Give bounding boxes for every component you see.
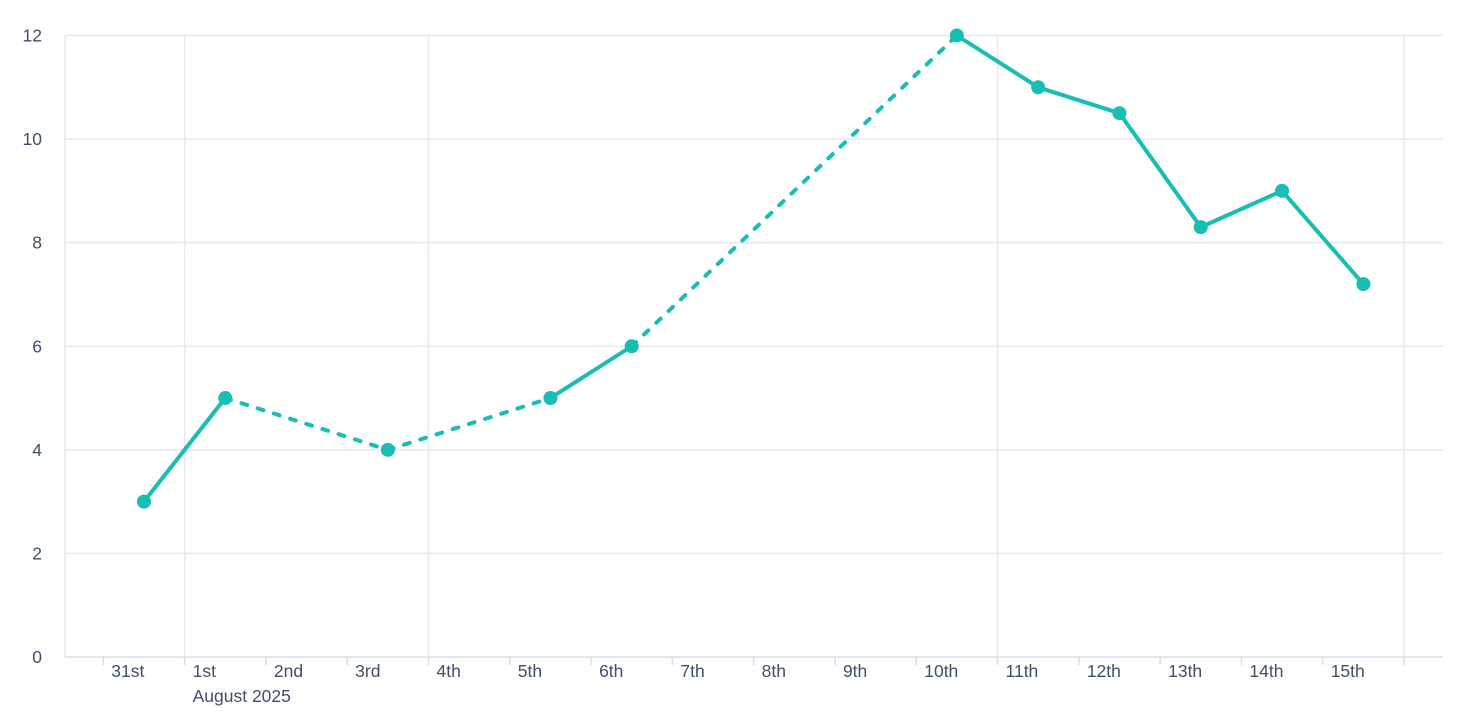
x-tick-label: 9th bbox=[843, 661, 867, 681]
data-point[interactable] bbox=[1031, 80, 1046, 95]
x-tick-label: 31st bbox=[111, 661, 144, 681]
x-tick-label: 3rd bbox=[355, 661, 380, 681]
y-tick-label: 12 bbox=[23, 26, 42, 46]
line-segment-dashed bbox=[629, 33, 959, 349]
x-tick-label: 11th bbox=[1006, 661, 1039, 681]
data-point[interactable] bbox=[949, 28, 964, 43]
data-point[interactable] bbox=[543, 391, 558, 406]
x-tick-label: 5th bbox=[518, 661, 542, 681]
x-tick-label: 6th bbox=[599, 661, 623, 681]
y-tick-label: 2 bbox=[32, 543, 42, 563]
data-point[interactable] bbox=[1112, 106, 1127, 121]
y-tick-label: 10 bbox=[23, 129, 43, 149]
data-point[interactable] bbox=[1193, 220, 1208, 235]
line-segment-dashed bbox=[223, 396, 390, 452]
data-point[interactable] bbox=[624, 339, 639, 354]
x-tick-label: 10th bbox=[924, 661, 958, 681]
y-tick-label: 4 bbox=[32, 440, 42, 460]
x-tick-label: 4th bbox=[436, 661, 460, 681]
x-tick-label: 12th bbox=[1087, 661, 1121, 681]
data-point[interactable] bbox=[136, 494, 151, 509]
y-tick-label: 8 bbox=[32, 233, 42, 253]
line-segment-solid bbox=[1117, 111, 1203, 230]
y-tick-label: 6 bbox=[32, 336, 42, 356]
x-tick-label: 1st bbox=[193, 661, 216, 681]
y-tick-label: 0 bbox=[32, 647, 42, 667]
line-segment-solid bbox=[1198, 188, 1285, 230]
data-point[interactable] bbox=[218, 391, 233, 406]
line-segment-solid bbox=[1036, 85, 1122, 116]
line-segment-solid bbox=[954, 33, 1041, 90]
line-segment-solid bbox=[1280, 188, 1366, 287]
x-tick-label: 14th bbox=[1249, 661, 1283, 681]
data-point[interactable] bbox=[380, 442, 395, 457]
x-tick-label: 15th bbox=[1331, 661, 1365, 681]
x-tick-label: 2nd bbox=[274, 661, 303, 681]
line-segment-solid bbox=[141, 396, 228, 504]
line-segment-solid bbox=[548, 344, 634, 401]
x-tick-label: 8th bbox=[762, 661, 786, 681]
data-point[interactable] bbox=[1356, 277, 1371, 292]
data-point[interactable] bbox=[1275, 183, 1290, 198]
line-segment-dashed bbox=[385, 396, 553, 452]
month-label: August 2025 bbox=[193, 686, 291, 706]
x-tick-label: 7th bbox=[680, 661, 704, 681]
x-tick-label: 13th bbox=[1168, 661, 1202, 681]
